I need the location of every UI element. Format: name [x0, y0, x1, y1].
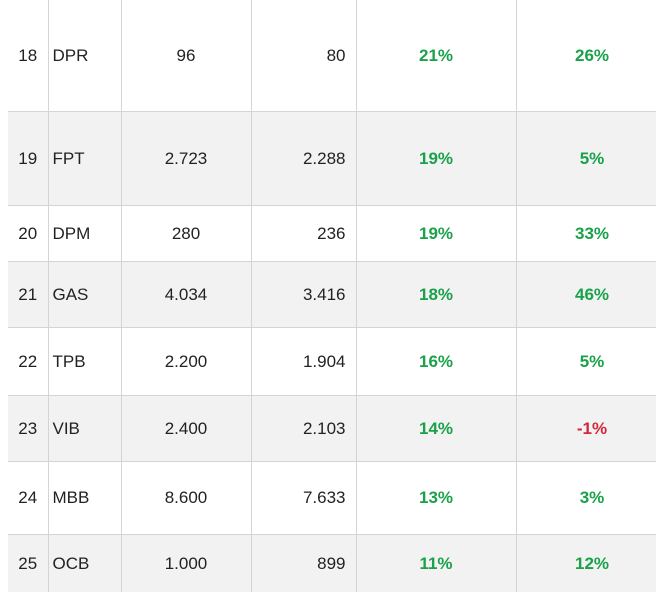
ticker-cell: OCB [47, 534, 122, 592]
percent-1-cell: 18% [355, 261, 517, 328]
value-1-cell: 96 [120, 0, 252, 112]
percent-2-cell: 26% [515, 0, 656, 112]
ticker-cell: FPT [47, 111, 122, 206]
value-2-cell: 7.633 [250, 461, 357, 535]
value-2-cell: 2.288 [250, 111, 357, 206]
table-row: 24 MBB 8.600 7.633 13% 3% [8, 461, 656, 535]
table-row: 20 DPM 280 236 19% 33% [8, 205, 656, 262]
rank-cell: 22 [8, 327, 49, 396]
ticker-cell: VIB [47, 395, 122, 462]
value-2-cell: 80 [250, 0, 357, 112]
ticker-cell: DPM [47, 205, 122, 262]
rank-cell: 24 [8, 461, 49, 535]
value-1-cell: 8.600 [120, 461, 252, 535]
rank-cell: 21 [8, 261, 49, 328]
percent-2-cell: -1% [515, 395, 656, 462]
value-1-cell: 4.034 [120, 261, 252, 328]
ticker-cell: MBB [47, 461, 122, 535]
percent-1-cell: 19% [355, 205, 517, 262]
value-1-cell: 2.200 [120, 327, 252, 396]
table-row: 25 OCB 1.000 899 11% 12% [8, 534, 656, 592]
table-row: 23 VIB 2.400 2.103 14% -1% [8, 395, 656, 462]
table-row: 22 TPB 2.200 1.904 16% 5% [8, 327, 656, 396]
percent-2-cell: 5% [515, 111, 656, 206]
table-row: 21 GAS 4.034 3.416 18% 46% [8, 261, 656, 328]
rank-cell: 18 [8, 0, 49, 112]
percent-1-cell: 13% [355, 461, 517, 535]
percent-1-cell: 19% [355, 111, 517, 206]
value-2-cell: 3.416 [250, 261, 357, 328]
value-2-cell: 899 [250, 534, 357, 592]
value-2-cell: 2.103 [250, 395, 357, 462]
percent-2-cell: 12% [515, 534, 656, 592]
value-2-cell: 236 [250, 205, 357, 262]
ticker-cell: TPB [47, 327, 122, 396]
percent-2-cell: 46% [515, 261, 656, 328]
percent-1-cell: 21% [355, 0, 517, 112]
percent-2-cell: 5% [515, 327, 656, 396]
rank-cell: 19 [8, 111, 49, 206]
rank-cell: 23 [8, 395, 49, 462]
percent-1-cell: 16% [355, 327, 517, 396]
percent-1-cell: 14% [355, 395, 517, 462]
ticker-cell: GAS [47, 261, 122, 328]
percent-2-cell: 3% [515, 461, 656, 535]
value-1-cell: 2.400 [120, 395, 252, 462]
percent-1-cell: 11% [355, 534, 517, 592]
table-row: 19 FPT 2.723 2.288 19% 5% [8, 111, 656, 206]
value-2-cell: 1.904 [250, 327, 357, 396]
rank-cell: 25 [8, 534, 49, 592]
rank-cell: 20 [8, 205, 49, 262]
value-1-cell: 1.000 [120, 534, 252, 592]
percent-2-cell: 33% [515, 205, 656, 262]
value-1-cell: 280 [120, 205, 252, 262]
table-body: 18 DPR 96 80 21% 26% 19 FPT 2.723 2.288 … [8, 0, 656, 592]
stock-table: 18 DPR 96 80 21% 26% 19 FPT 2.723 2.288 … [8, 0, 656, 592]
table-row: 18 DPR 96 80 21% 26% [8, 0, 656, 112]
value-1-cell: 2.723 [120, 111, 252, 206]
ticker-cell: DPR [47, 0, 122, 112]
